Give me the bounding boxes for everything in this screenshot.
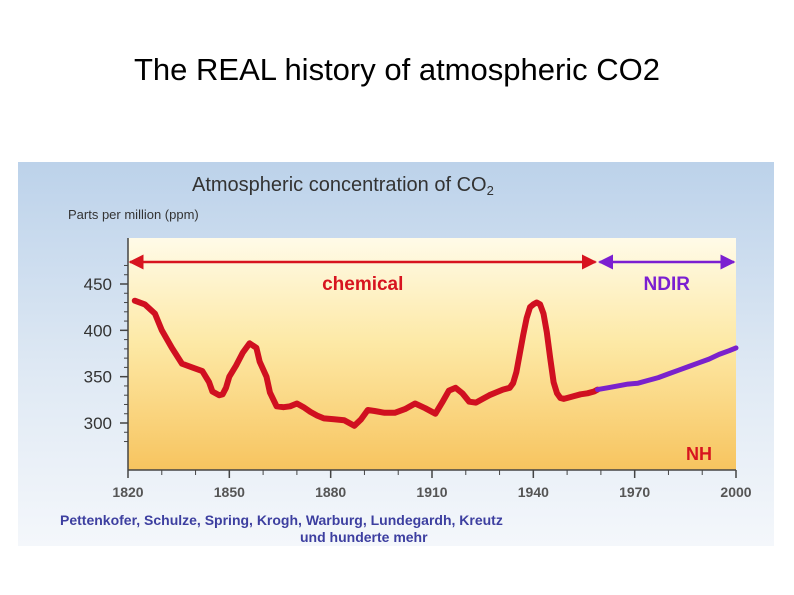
y-tick-label: 350 bbox=[84, 368, 112, 387]
method-label-ndir: NDIR bbox=[644, 274, 691, 295]
slide-title: The REAL history of atmospheric CO2 bbox=[133, 52, 661, 87]
method-arrows: chemical NDIR bbox=[128, 254, 736, 295]
x-tick-label: 1850 bbox=[214, 484, 245, 500]
x-tick-label: 1820 bbox=[112, 484, 143, 500]
footer-more: und hunderte mehr bbox=[300, 529, 428, 545]
y-tick-label: 450 bbox=[84, 275, 112, 294]
y-tick-label: 400 bbox=[84, 321, 112, 340]
plot-area bbox=[128, 238, 736, 470]
x-tick-label: 1940 bbox=[518, 484, 549, 500]
axes: 1820 1850 1880 1910 1940 1970 2000 450 400 350 300 bbox=[84, 238, 752, 500]
series-line-chemical bbox=[131, 297, 601, 429]
method-label-chemical: chemical bbox=[322, 274, 403, 295]
series-line-ndir bbox=[595, 345, 739, 393]
x-tick-label: 1880 bbox=[315, 484, 346, 500]
x-tick-label: 1970 bbox=[619, 484, 650, 500]
y-axis-label: Parts per million (ppm) bbox=[68, 207, 199, 222]
x-tick-label: 2000 bbox=[720, 484, 751, 500]
chart-title-subscript: 2 bbox=[487, 183, 494, 198]
x-tick-label: 1910 bbox=[416, 484, 447, 500]
y-tick-label: 300 bbox=[84, 414, 112, 433]
series-layer bbox=[131, 297, 739, 429]
region-label: NH bbox=[686, 444, 712, 464]
chart-title: Atmospheric concentration of CO2 bbox=[192, 174, 494, 198]
footer-authors: Pettenkofer, Schulze, Spring, Krogh, War… bbox=[60, 512, 503, 528]
